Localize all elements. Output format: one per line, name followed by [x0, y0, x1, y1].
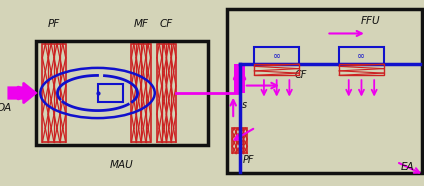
Text: CF: CF — [295, 70, 307, 80]
Text: MF: MF — [134, 19, 149, 29]
Bar — [227, 9, 422, 173]
Text: PF: PF — [47, 19, 59, 29]
Bar — [254, 47, 299, 64]
Bar — [157, 44, 176, 142]
Bar — [98, 84, 123, 102]
Text: ∞: ∞ — [357, 51, 365, 61]
Polygon shape — [8, 83, 36, 103]
Text: ∞: ∞ — [273, 51, 281, 61]
Text: s: s — [242, 100, 247, 110]
Bar — [131, 44, 151, 142]
Bar — [42, 44, 66, 142]
Bar — [234, 64, 245, 93]
Text: MAU: MAU — [110, 160, 134, 170]
Bar — [232, 128, 247, 153]
Bar — [339, 64, 384, 75]
Bar — [254, 64, 299, 75]
Text: EA: EA — [400, 162, 414, 172]
Text: PF: PF — [242, 155, 254, 165]
Text: CF: CF — [160, 19, 173, 29]
Text: OA: OA — [0, 103, 12, 113]
Text: FFU: FFU — [361, 16, 381, 26]
Bar — [36, 41, 208, 145]
Bar — [339, 47, 384, 64]
